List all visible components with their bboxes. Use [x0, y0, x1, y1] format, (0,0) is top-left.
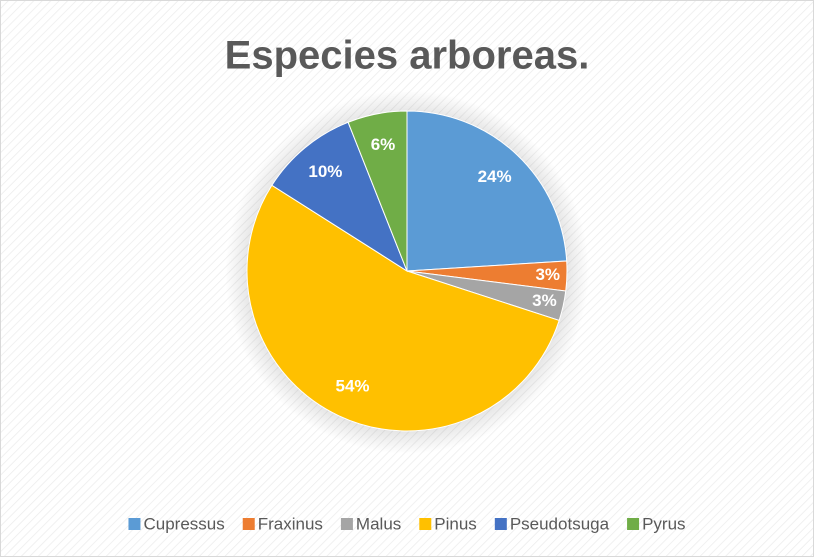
- legend-swatch: [627, 518, 640, 530]
- data-label: 6%: [371, 135, 396, 154]
- pie-slice: [406, 110, 568, 272]
- pie-slice: [246, 184, 560, 432]
- legend-swatch: [340, 518, 353, 530]
- data-label: 3%: [532, 291, 557, 310]
- legend-label: Pseudotsuga: [510, 514, 610, 533]
- data-label: 24%: [478, 167, 512, 186]
- data-label: 3%: [535, 265, 560, 284]
- legend-label: Fraxinus: [258, 514, 323, 533]
- data-label: 54%: [335, 376, 369, 395]
- chart-title: Especies arboreas.: [225, 34, 590, 78]
- data-label: 10%: [308, 162, 342, 181]
- pie-slice: [271, 121, 409, 273]
- legend-label: Pinus: [434, 514, 477, 533]
- legend-swatch: [419, 518, 432, 530]
- legend-label: Malus: [356, 514, 401, 533]
- pie-slice: [347, 110, 408, 272]
- legend-swatch: [242, 518, 255, 530]
- legend-label: Cupressus: [143, 514, 224, 533]
- legend-swatch: [494, 518, 507, 530]
- legend-label: Pyrus: [642, 514, 685, 533]
- legend-swatch: [128, 518, 141, 530]
